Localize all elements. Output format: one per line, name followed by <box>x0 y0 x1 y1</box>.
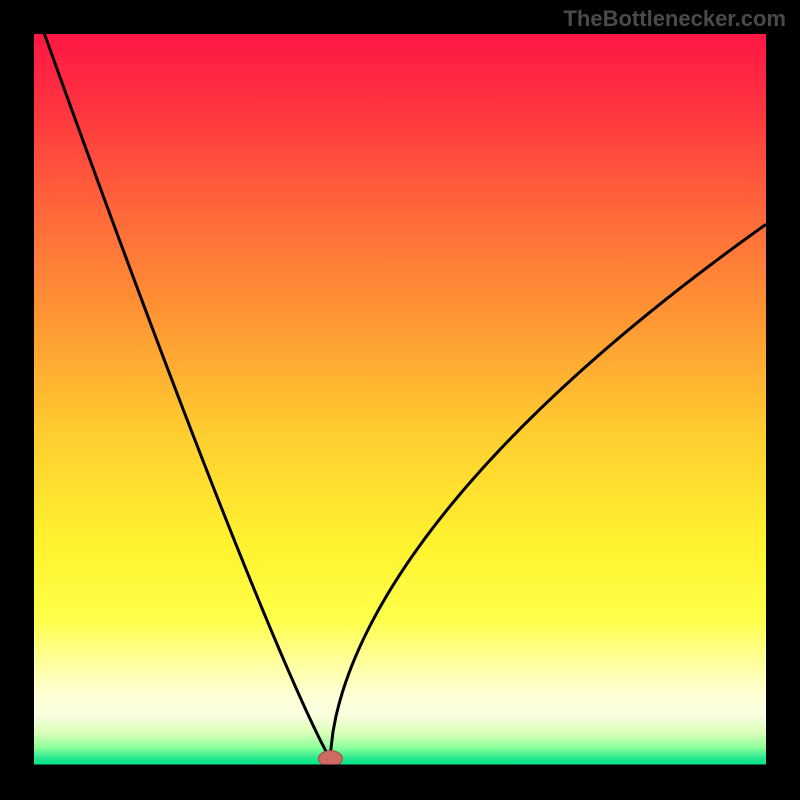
chart-svg <box>0 0 800 800</box>
chart-frame: TheBottlenecker.com <box>0 0 800 800</box>
watermark-text: TheBottlenecker.com <box>563 6 786 32</box>
optimum-marker <box>318 751 342 767</box>
plot-background <box>34 34 766 766</box>
